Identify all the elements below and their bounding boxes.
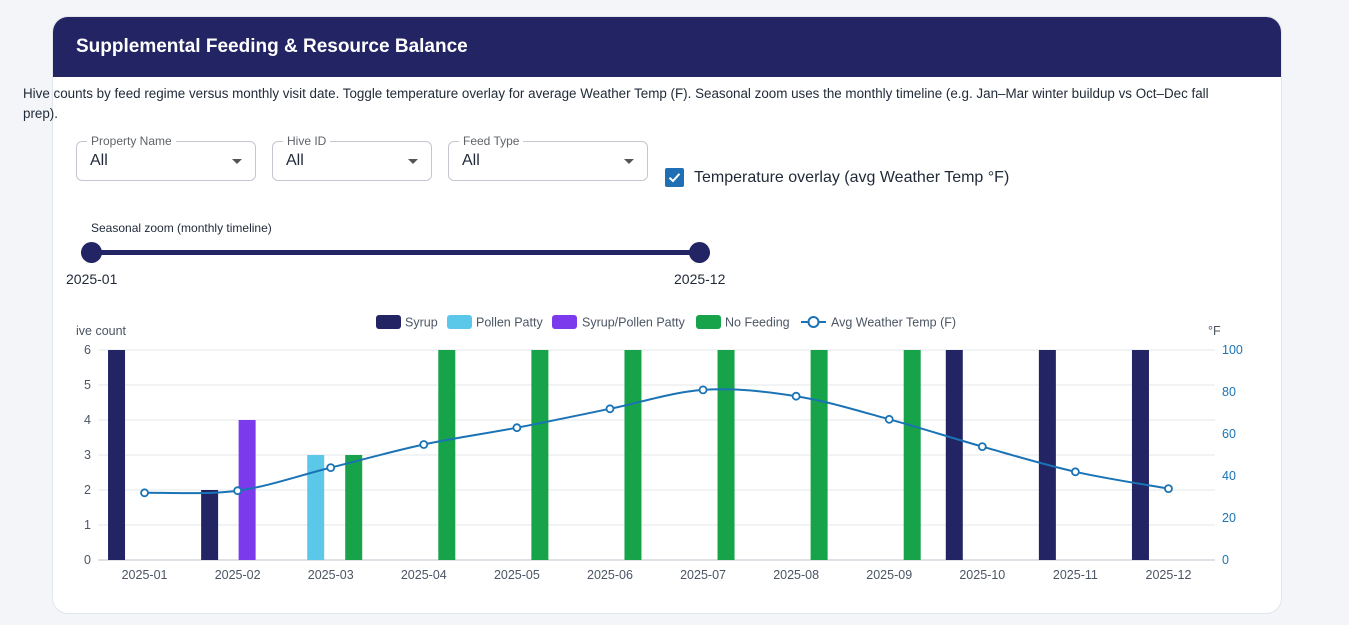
bar-no-feeding-2025-06 <box>624 350 642 560</box>
bar-pollen-patty-2025-03 <box>307 455 325 560</box>
feeding-card: Supplemental Feeding & Resource Balance <box>52 16 1282 614</box>
y-tick-label: 4 <box>84 413 91 427</box>
x-tick-label: 2025-07 <box>680 568 726 582</box>
seasonal-zoom-label: Seasonal zoom (monthly timeline) <box>91 221 272 235</box>
x-tick-label: 2025-08 <box>773 568 819 582</box>
x-tick-label: 2025-01 <box>122 568 168 582</box>
y2-tick-label: 20 <box>1222 511 1236 525</box>
bar-no-feeding-2025-07 <box>717 350 735 560</box>
bar-syrup-2025-10 <box>945 350 963 560</box>
legend-swatch-no-feeding <box>696 315 721 329</box>
x-tick-label: 2025-11 <box>1053 568 1098 582</box>
legend-marker-temp <box>807 316 820 328</box>
card-header: Supplemental Feeding & Resource Balance <box>53 17 1281 77</box>
chevron-down-icon <box>408 159 418 164</box>
x-tick-label: 2025-04 <box>401 568 447 582</box>
bar-syrup-2025-12 <box>1131 350 1149 560</box>
bar-syrup-2025-01 <box>108 350 126 560</box>
feed-type-label: Feed Type <box>459 134 524 148</box>
temperature-point-2025-09 <box>884 414 894 424</box>
y2-tick-label: 60 <box>1222 427 1236 441</box>
x-tick-label: 2025-02 <box>215 568 261 582</box>
bar-no-feeding-2025-08 <box>810 350 828 560</box>
y2-tick-label: 100 <box>1222 343 1243 357</box>
legend-swatch-syrup-pollen-patty <box>552 315 577 329</box>
legend-swatch-syrup <box>376 315 401 329</box>
temperature-point-2025-12 <box>1164 484 1173 494</box>
property-name-label: Property Name <box>87 134 176 148</box>
bar-no-feeding-2025-05 <box>531 350 549 560</box>
chevron-down-icon <box>232 159 242 164</box>
y2-tick-label: 80 <box>1222 385 1236 399</box>
temperature-point-2025-11 <box>1070 467 1080 477</box>
legend-label: Syrup/Pollen Patty <box>582 316 686 330</box>
seasonal-zoom-track[interactable] <box>91 250 700 255</box>
x-tick-label: 2025-06 <box>587 568 633 582</box>
temperature-overlay-checkbox[interactable] <box>665 168 684 187</box>
feed-type-select[interactable]: Feed Type All <box>448 134 648 181</box>
temperature-point-2025-07 <box>698 385 708 395</box>
checkmark-icon <box>668 173 681 183</box>
legend-label: Pollen Patty <box>476 316 543 330</box>
temperature-point-2025-10 <box>977 442 987 452</box>
legend-label: Avg Weather Temp (F) <box>831 316 956 330</box>
x-tick-label: 2025-05 <box>494 568 540 582</box>
legend-swatch-pollen-patty <box>447 315 472 329</box>
y2-tick-label: 0 <box>1222 553 1229 567</box>
bar-syrup-2025-02 <box>201 490 219 560</box>
property-name-select[interactable]: Property Name All <box>76 134 256 181</box>
hive-id-value: All <box>286 152 304 169</box>
temperature-point-2025-06 <box>605 404 615 414</box>
y-tick-label: 5 <box>84 378 91 392</box>
y-tick-label: 6 <box>84 343 91 357</box>
bar-no-feeding-2025-09 <box>903 350 921 560</box>
card-title: Supplemental Feeding & Resource Balance <box>76 36 468 57</box>
property-name-value: All <box>90 152 108 169</box>
temperature-line <box>144 388 1169 495</box>
legend-label: No Feeding <box>725 316 790 330</box>
bar-no-feeding-2025-04 <box>438 350 456 560</box>
seasonal-zoom-end-value: 2025-12 <box>674 271 726 287</box>
bar-no-feeding-2025-03 <box>345 455 363 560</box>
y-tick-label: 3 <box>84 448 91 462</box>
y2-tick-label: 40 <box>1222 469 1236 483</box>
y-tick-label: 2 <box>84 483 91 497</box>
y-tick-label: 1 <box>84 518 91 532</box>
bar-syrup-2025-11 <box>1038 350 1056 560</box>
chart-description: Hive counts by feed regime versus monthl… <box>23 86 1209 121</box>
temperature-point-2025-02 <box>233 486 243 496</box>
seasonal-zoom-start-handle[interactable] <box>81 242 102 263</box>
chevron-down-icon <box>624 159 634 164</box>
temperature-overlay-label: Temperature overlay (avg Weather Temp °F… <box>694 169 1010 186</box>
x-tick-label: 2025-09 <box>866 568 912 582</box>
temperature-point-2025-05 <box>512 423 522 433</box>
seasonal-zoom-end-handle[interactable] <box>689 242 710 263</box>
x-tick-label: 2025-12 <box>1146 568 1192 582</box>
hive-id-select[interactable]: Hive ID All <box>272 134 432 181</box>
y-tick-label: 0 <box>84 553 91 567</box>
seasonal-zoom-start-value: 2025-01 <box>66 271 118 287</box>
legend-label: Syrup <box>405 316 438 330</box>
x-tick-label: 2025-10 <box>959 568 1005 582</box>
feed-type-value: All <box>462 152 480 169</box>
y-axis-title: ive count <box>76 324 127 338</box>
temperature-point-2025-03 <box>326 463 336 473</box>
temperature-point-2025-01 <box>140 488 149 498</box>
x-tick-label: 2025-03 <box>308 568 354 582</box>
hive-id-label: Hive ID <box>283 134 331 148</box>
y2-axis-title: °F <box>1208 324 1221 338</box>
temperature-point-2025-04 <box>419 440 429 449</box>
temperature-point-2025-08 <box>791 391 801 401</box>
